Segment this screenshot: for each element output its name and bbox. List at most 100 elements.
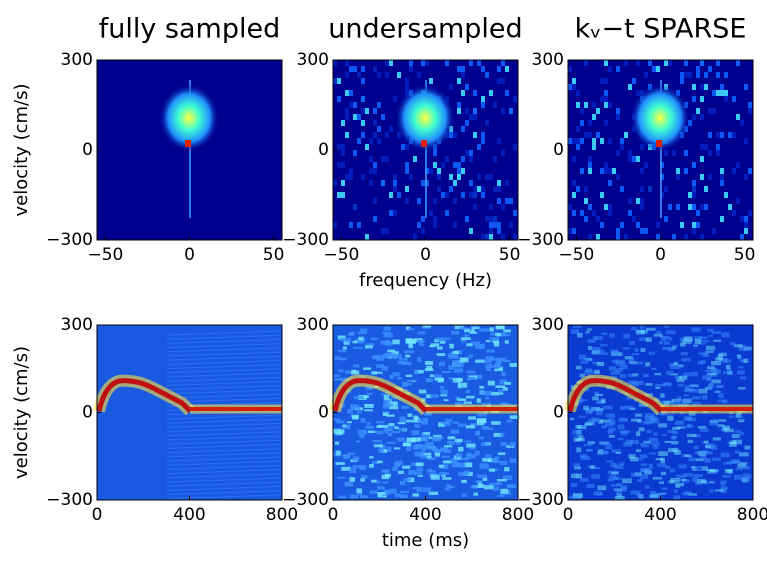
texture [492, 486, 500, 491]
noise [369, 168, 373, 174]
texture [583, 405, 590, 411]
texture [465, 389, 471, 394]
noise [433, 216, 437, 222]
texture [506, 420, 513, 423]
texture [720, 452, 730, 458]
texture [585, 408, 596, 412]
texture [166, 359, 283, 365]
noise [720, 174, 724, 180]
texture [481, 425, 490, 429]
noise [704, 204, 708, 210]
noise [373, 162, 377, 168]
texture [452, 378, 462, 383]
texture [479, 385, 484, 389]
texture [392, 354, 402, 359]
texture [667, 414, 674, 418]
texture [637, 458, 644, 461]
noise [481, 66, 485, 72]
texture [600, 398, 606, 404]
noise [349, 66, 353, 72]
texture [342, 346, 347, 350]
noise [341, 192, 345, 198]
texture [653, 432, 658, 436]
panel: −50 0 50 −300 0 300 [517, 50, 755, 265]
texture [341, 466, 351, 471]
x-tick-label: −50 [558, 245, 594, 265]
texture [499, 460, 508, 465]
noise [592, 210, 596, 216]
texture [492, 468, 499, 472]
texture [734, 450, 740, 454]
texture [334, 441, 340, 445]
texture [424, 442, 434, 447]
texture [602, 451, 609, 454]
texture [741, 466, 751, 470]
noise [505, 198, 509, 204]
texture [591, 407, 600, 412]
texture [636, 329, 645, 335]
texture [417, 339, 425, 343]
noise [457, 174, 461, 180]
texture [439, 471, 449, 475]
texture [671, 440, 679, 445]
noise [369, 138, 373, 144]
noise [389, 126, 393, 132]
texture [718, 419, 727, 422]
texture [461, 479, 467, 484]
texture [573, 435, 579, 438]
texture [686, 433, 697, 437]
texture [166, 448, 283, 454]
texture [342, 424, 348, 427]
texture [689, 388, 700, 393]
noise [724, 96, 728, 102]
noise [736, 162, 740, 168]
noise [720, 180, 724, 186]
noise [736, 60, 740, 66]
noise [736, 198, 740, 204]
texture [717, 354, 723, 360]
texture [625, 439, 634, 444]
noise [696, 66, 700, 72]
noise [461, 126, 465, 132]
texture [447, 440, 455, 445]
texture [466, 343, 473, 347]
y-tick-label: −300 [517, 230, 564, 250]
texture [486, 349, 495, 353]
noise [600, 78, 604, 84]
texture [594, 391, 600, 396]
noise [477, 186, 481, 192]
texture [485, 340, 491, 343]
noise [433, 162, 437, 168]
noise [433, 150, 437, 156]
noise [596, 216, 600, 222]
texture [600, 352, 609, 355]
texture [701, 360, 706, 364]
noise [604, 102, 608, 108]
texture [404, 478, 412, 482]
texture [584, 370, 594, 375]
noise [353, 150, 357, 156]
texture [596, 361, 605, 367]
texture [425, 378, 433, 383]
texture [443, 422, 451, 426]
noise [345, 132, 349, 138]
noise [648, 186, 652, 192]
texture [632, 373, 639, 377]
texture [468, 377, 477, 380]
noise [473, 114, 477, 120]
texture [594, 349, 605, 353]
noise [349, 222, 353, 228]
texture [482, 477, 488, 481]
noise [576, 144, 580, 150]
noise [513, 144, 517, 150]
noise [672, 234, 676, 240]
noise [393, 180, 397, 186]
noise [373, 132, 377, 138]
texture [380, 393, 390, 396]
texture [493, 341, 500, 347]
noise [405, 78, 409, 84]
noise [680, 72, 684, 78]
noise [644, 72, 648, 78]
texture [692, 476, 699, 482]
x-tick-label: 800 [502, 505, 534, 525]
